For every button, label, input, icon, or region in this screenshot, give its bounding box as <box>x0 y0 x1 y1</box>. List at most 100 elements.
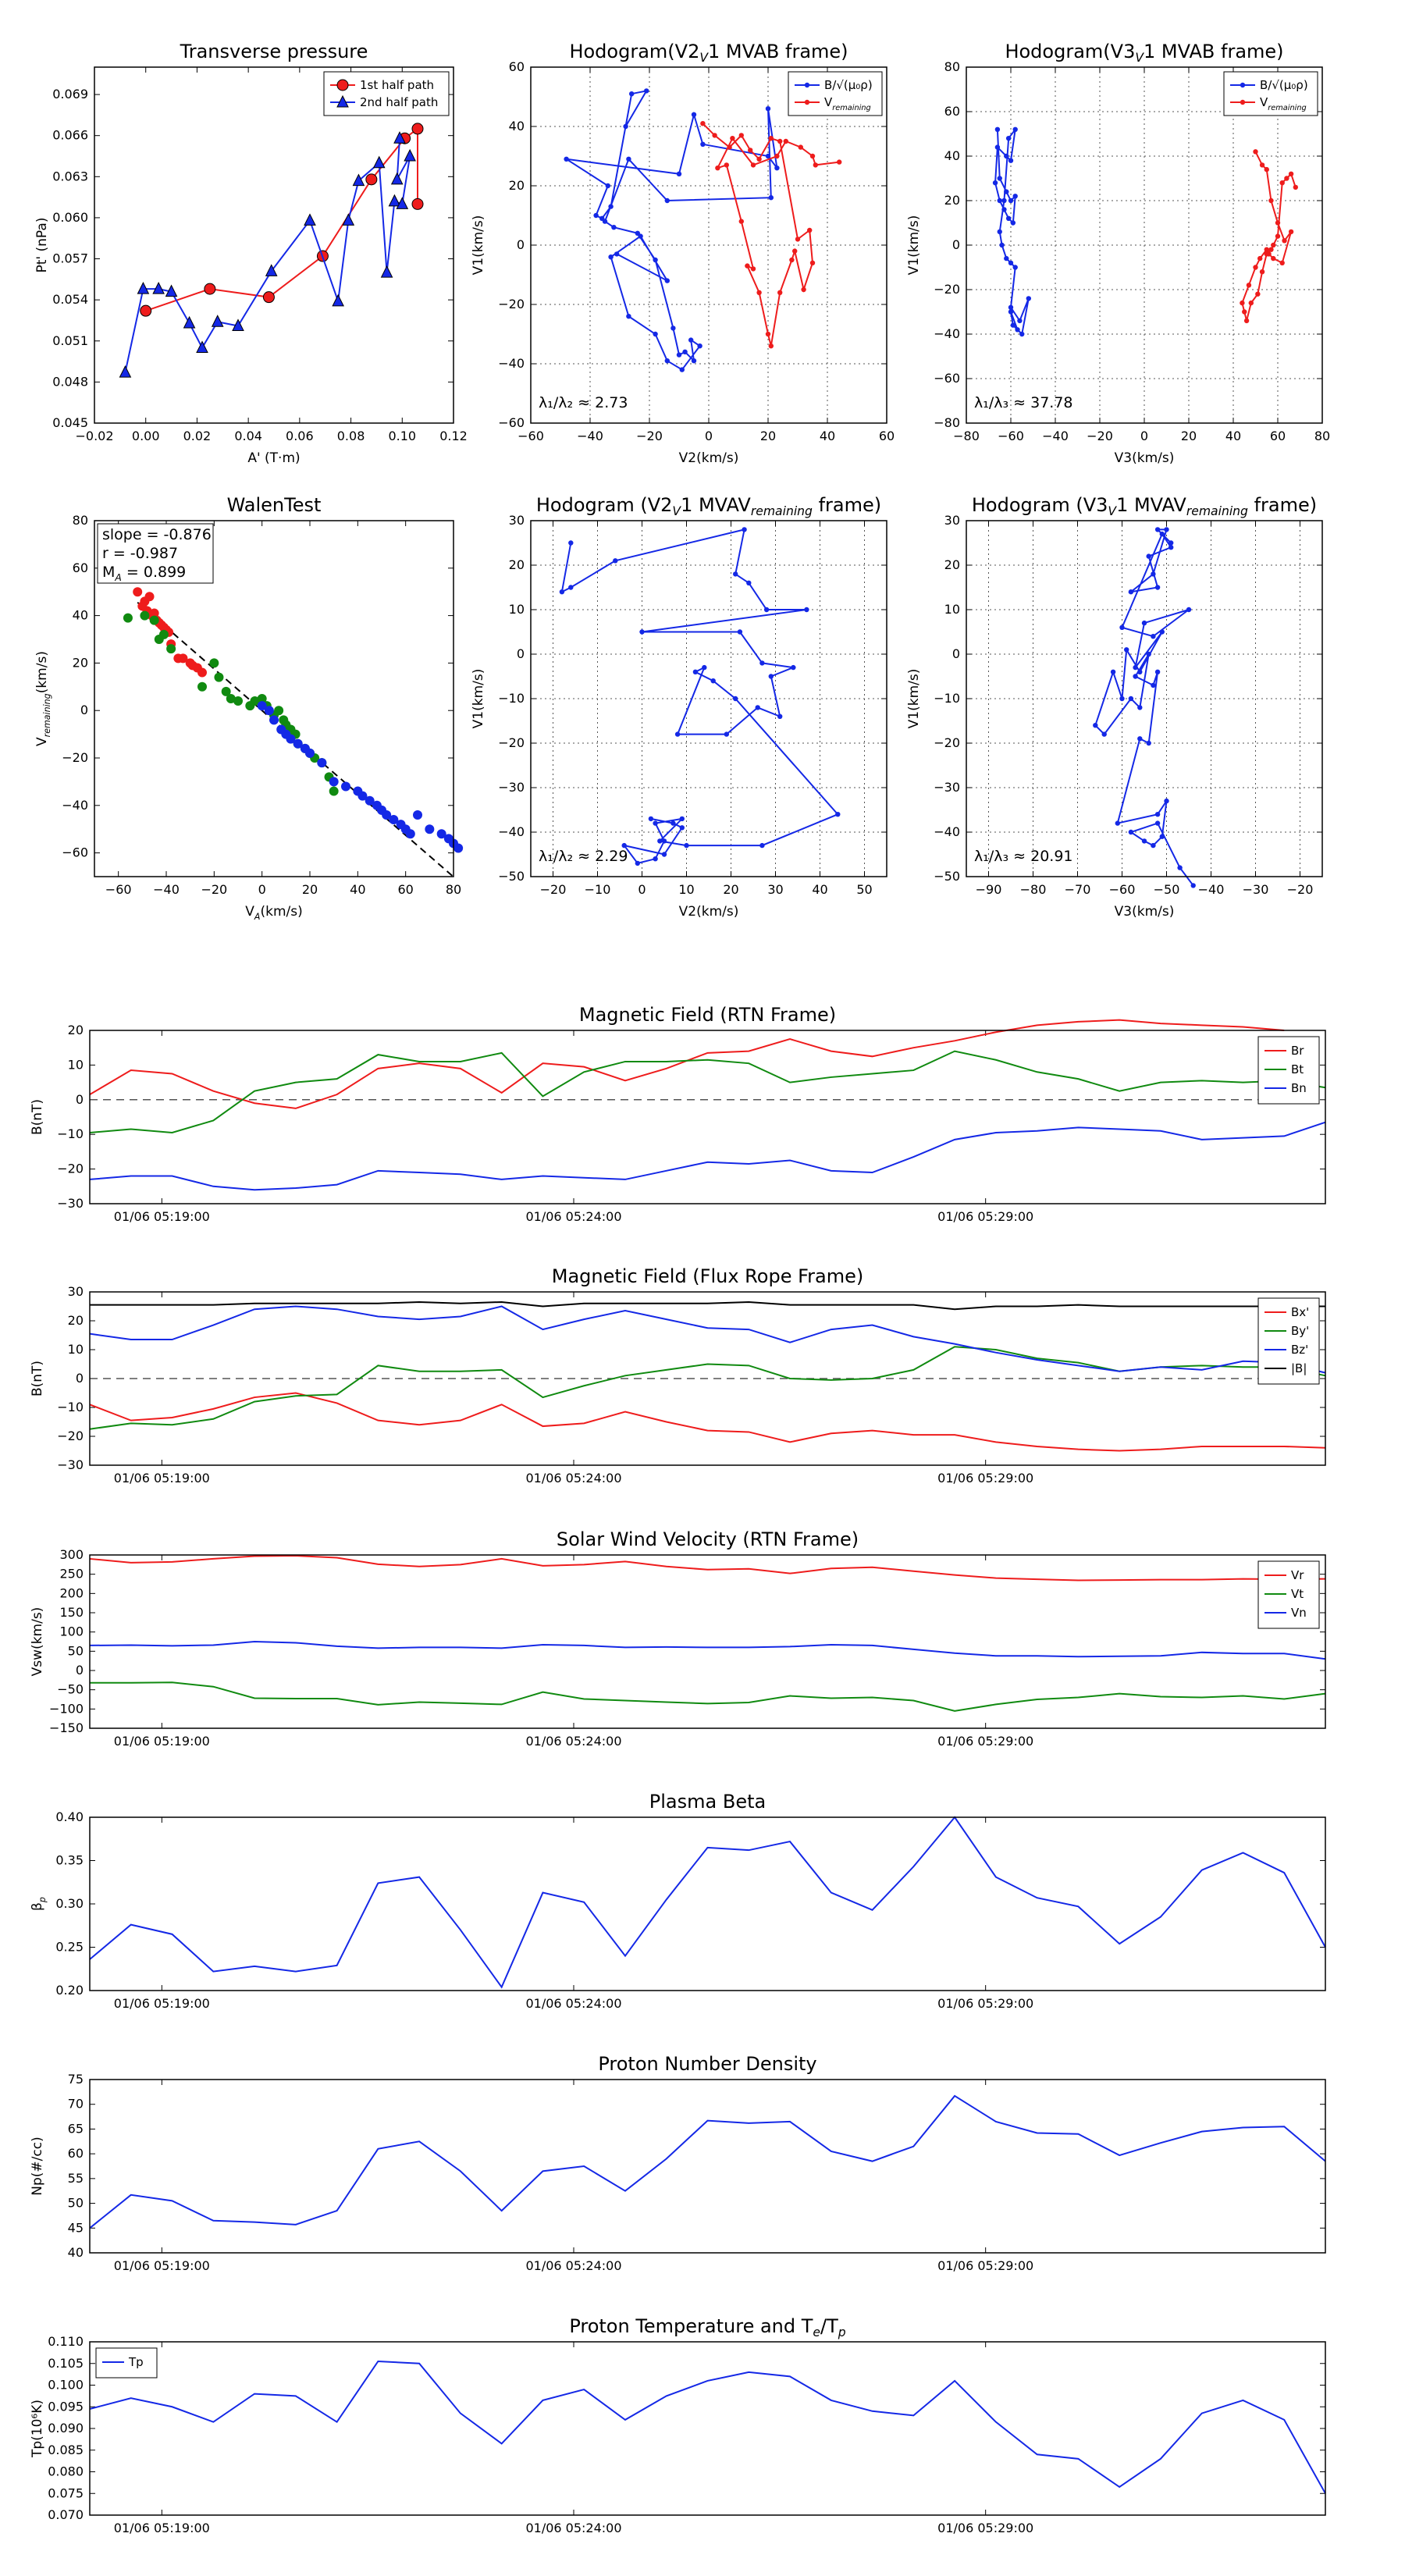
data-point <box>411 197 424 210</box>
data-point <box>792 248 798 254</box>
data-point <box>777 713 783 719</box>
data-point <box>425 824 435 834</box>
y-tick-label: 10 <box>68 1057 84 1072</box>
data-point <box>1151 682 1156 688</box>
y-tick-label: 0.070 <box>48 2507 84 2522</box>
y-axis-label: Tp(10⁶K) <box>30 2400 45 2458</box>
data-point <box>1128 829 1134 835</box>
y-tick-label: 0.060 <box>52 210 88 225</box>
x-tick-label: 01/06 05:19:00 <box>114 1209 210 1224</box>
data-point <box>293 738 303 749</box>
x-tick-label: 40 <box>820 429 835 443</box>
data-point <box>691 358 697 364</box>
data-point <box>623 123 628 130</box>
data-point <box>204 283 216 295</box>
data-point <box>209 658 219 668</box>
data-point <box>684 842 689 849</box>
series-line <box>89 2094 1326 2229</box>
x-axis-label: V3(km/s) <box>1115 904 1175 920</box>
chart-walen: WalenTest −60 −40 −20 0 20 40 60 80 −60 −40 −20 0 20 4… <box>34 494 464 922</box>
legend: Bx' By' Bz' |B| <box>1257 1297 1320 1385</box>
data-point <box>396 197 409 209</box>
y-tick-label: −40 <box>934 824 960 839</box>
x-tick-label: 60 <box>1270 429 1286 443</box>
data-point <box>795 237 801 242</box>
x-tick-label: 0 <box>258 882 266 897</box>
data-point <box>727 144 732 150</box>
y-tick-label: −100 <box>49 1701 84 1716</box>
legend-marker <box>804 99 810 105</box>
x-tick-label: 01/06 05:24:00 <box>525 1734 621 1749</box>
y-tick-label: 50 <box>68 2196 84 2211</box>
legend-label: Vr <box>1291 1568 1304 1582</box>
data-point <box>411 123 424 135</box>
x-tick-label: −20 <box>201 882 227 897</box>
y-tick-label: 10 <box>944 602 960 617</box>
x-tick-label: 01/06 05:19:00 <box>114 2258 210 2273</box>
x-tick-label: −0.02 <box>75 429 113 443</box>
data-point <box>1015 327 1020 333</box>
stats-frame <box>97 523 214 584</box>
data-point <box>317 758 327 768</box>
data-point <box>605 183 610 189</box>
data-point <box>750 266 756 272</box>
data-point <box>393 131 406 144</box>
x-tick-label: 01/06 05:19:00 <box>114 1471 210 1485</box>
data-point <box>629 91 635 97</box>
y-tick-label: 0.100 <box>48 2378 84 2393</box>
data-point <box>635 860 640 866</box>
x-tick-label: 0.06 <box>286 429 314 443</box>
data-point <box>1264 166 1269 173</box>
y-tick-label: 0 <box>76 1663 84 1678</box>
data-point <box>639 629 645 635</box>
legend-label: B/√(μ₀ρ) <box>1260 78 1308 92</box>
data-point <box>748 148 753 153</box>
data-point <box>768 195 774 201</box>
data-point <box>756 156 762 162</box>
data-point <box>724 162 729 168</box>
legend-label: Tp <box>128 2355 144 2369</box>
data-point <box>1151 634 1156 639</box>
data-point <box>1264 247 1269 252</box>
x-tick-label: 50 <box>856 882 872 897</box>
chart-title: Proton Number Density <box>598 2053 816 2075</box>
data-point <box>274 706 284 716</box>
data-point <box>1288 171 1294 176</box>
stats-r: r = -0.987 <box>102 545 178 562</box>
chart-mag_rtn: Magnetic Field (RTN Frame) −30 −20 −10 0 10 20… <box>30 1004 1326 1224</box>
y-tick-label: 0.063 <box>52 169 88 183</box>
y-tick-label: 65 <box>68 2121 84 2136</box>
x-tick-label: −90 <box>976 882 1002 897</box>
series-line <box>89 2360 1326 2494</box>
data-point <box>305 748 315 758</box>
data-point <box>1246 283 1252 288</box>
chart-title: Magnetic Field (Flux Rope Frame) <box>552 1265 863 1287</box>
data-point <box>715 165 720 171</box>
y-axis-label: V1(km/s) <box>906 669 922 729</box>
data-point <box>768 136 774 141</box>
y-tick-label: 0.095 <box>48 2399 84 2414</box>
y-tick-label: −20 <box>498 735 525 750</box>
x-tick-label: −40 <box>1042 429 1069 443</box>
y-tick-label: −30 <box>57 1457 84 1472</box>
data-point <box>1128 589 1134 595</box>
data-point <box>352 173 365 187</box>
data-point <box>1164 527 1169 532</box>
data-point <box>710 678 716 684</box>
data-point <box>1151 842 1156 849</box>
legend-label: Vn <box>1291 1606 1307 1620</box>
data-point <box>608 204 614 209</box>
chart-hodo_v3: Hodogram(V3V​1 MVAB frame) −80 −60 −40 −20 0 2… <box>906 41 1330 466</box>
x-tick-label: 40 <box>350 882 365 897</box>
plot-frame <box>966 520 1323 877</box>
data-point <box>1133 674 1138 679</box>
y-tick-label: 0 <box>76 1371 84 1386</box>
y-tick-label: −60 <box>62 845 88 860</box>
data-point <box>789 257 795 263</box>
plot-frame <box>530 520 887 877</box>
data-point <box>621 842 627 849</box>
data-point <box>304 213 316 226</box>
eigenvalue-annotation: λ₁/λ₃ ≈ 20.91 <box>974 848 1073 865</box>
data-point <box>197 667 207 678</box>
data-point <box>679 825 685 831</box>
